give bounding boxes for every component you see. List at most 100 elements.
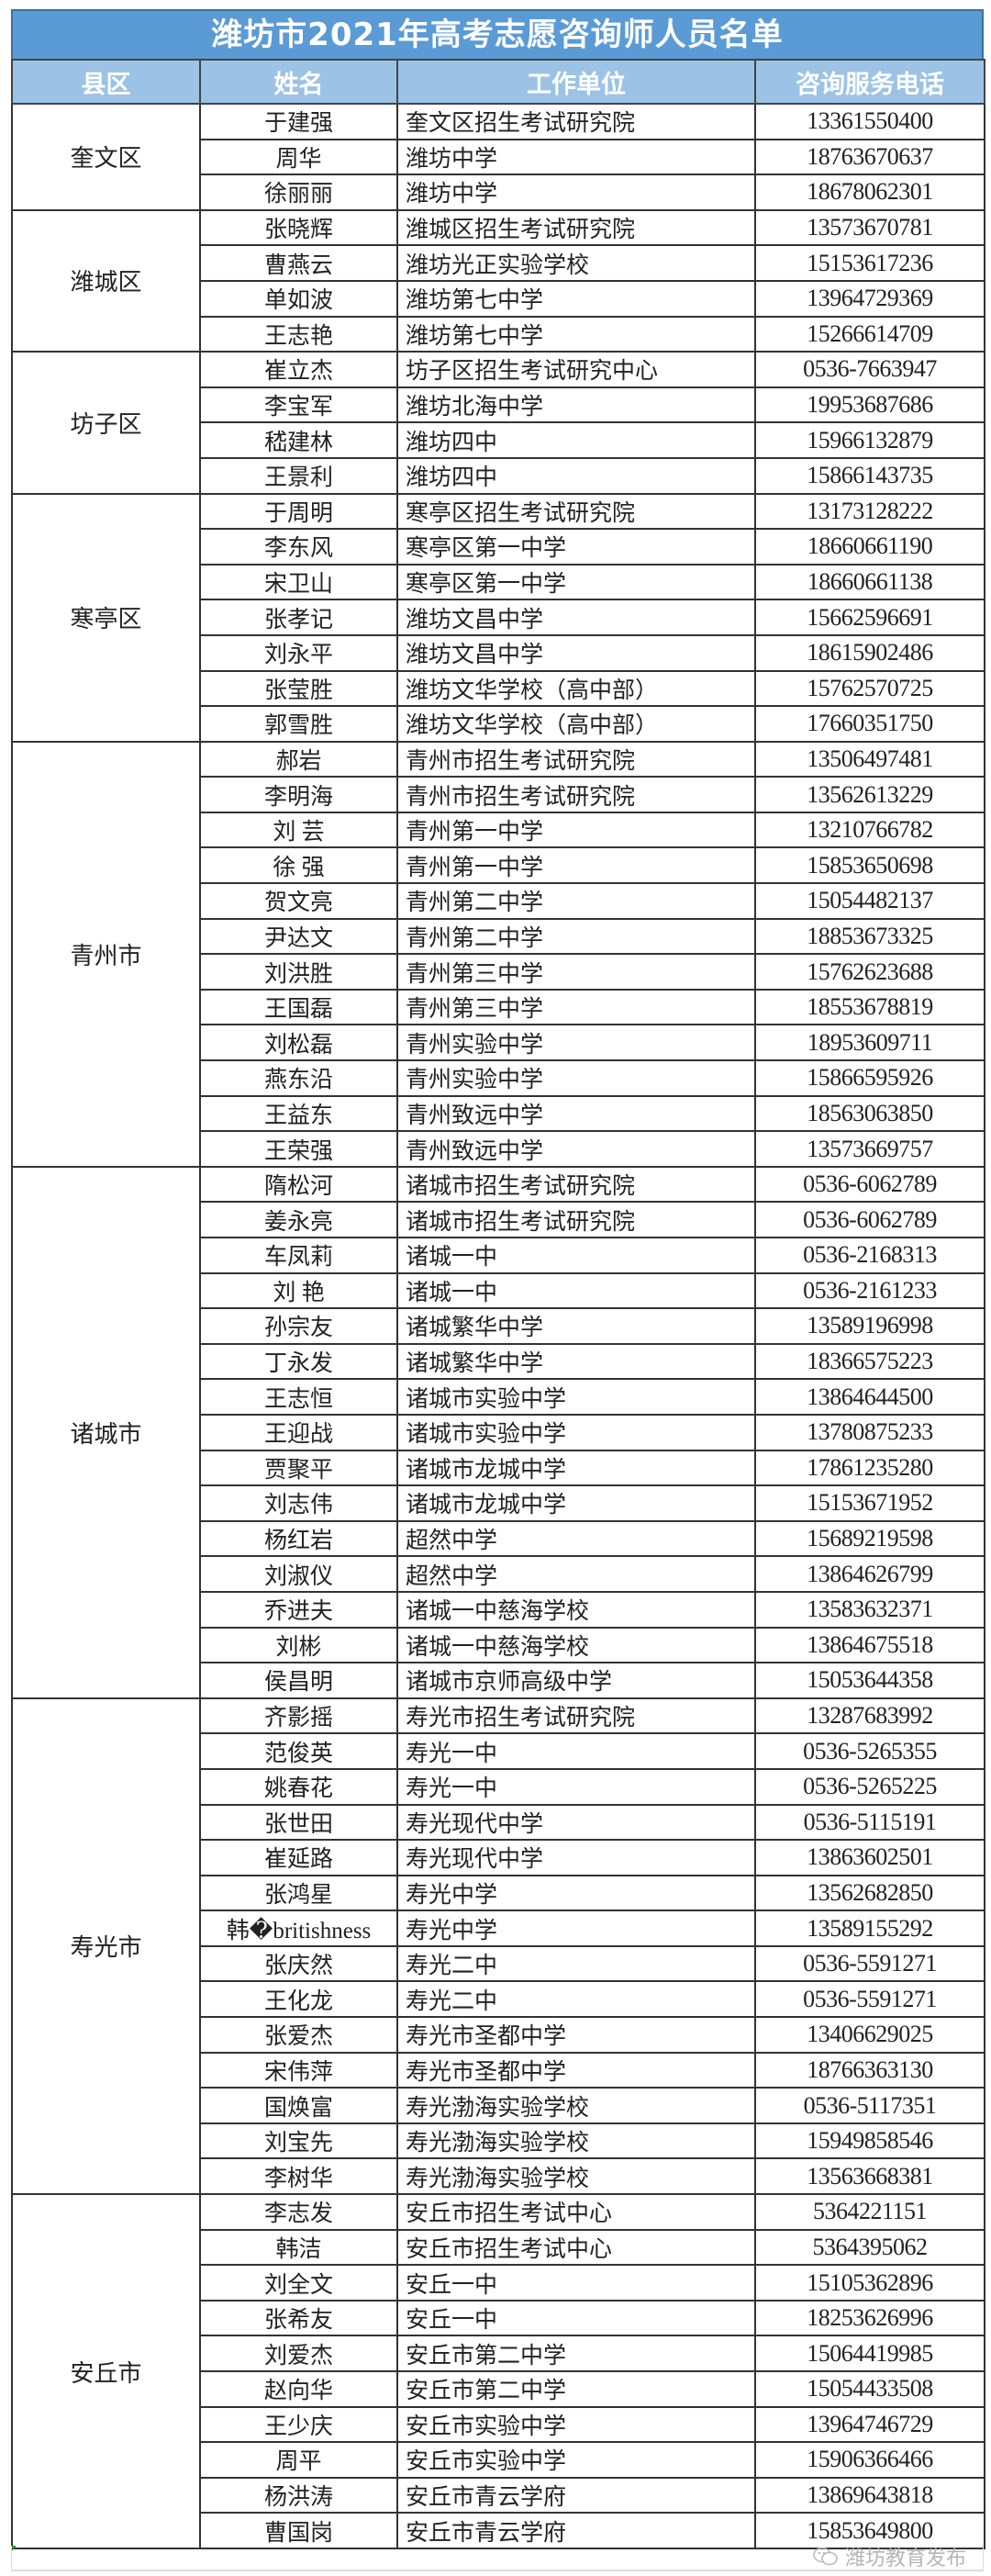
unit-cell: 寿光二中 [396,1980,756,2019]
name-cell: 刘松磊 [199,1024,398,1062]
phone-cell: 13562613229 [754,776,985,813]
unit-cell: 诸城市实验中学 [396,1378,756,1416]
name-cell: 范俊英 [199,1732,398,1770]
name-cell: 单如波 [199,279,398,318]
phone-cell: 13589196998 [754,1307,985,1345]
name-cell: 乔进夫 [199,1590,398,1629]
name-cell: 车凤莉 [199,1237,398,1274]
phone-cell: 18563063850 [754,1094,985,1133]
phone-cell: 19953687686 [754,386,985,424]
table-row: 姜永亮 诸城市招生考试研究院 0536-6062789 [12,1201,985,1238]
phone-cell: 17660351750 [754,705,985,743]
unit-cell: 寿光现代中学 [396,1803,756,1842]
unit-cell: 青州第三中学 [396,953,756,991]
name-cell: 国焕富 [199,2087,398,2124]
header-name: 姓名 [199,59,398,105]
name-cell: 李明海 [199,776,398,813]
phone-cell: 15866143735 [754,456,985,495]
name-cell: 张世田 [199,1803,398,1842]
table-row: 刘彬 诸城一中慈海学校 13864675518 [12,1626,985,1664]
table-row: 寒亭区 于周明 寒亭区招生考试研究院 13173128222 [11,492,985,743]
region-cell: 寒亭区 [11,492,201,743]
unit-cell: 潍坊文昌中学 [396,633,756,672]
phone-cell: 15153617236 [754,244,985,282]
unit-cell: 奎文区招生考试研究院 [396,103,756,140]
phone-cell: 0536-2161233 [754,1271,985,1310]
region-cell: 潍城区 [11,208,201,353]
name-cell: 王国磊 [199,988,398,1026]
table-row: 刘爱杰 安丘市第二中学 15064419985 [12,2335,985,2372]
name-cell: 王化龙 [199,1980,398,2019]
name-cell: 侯昌明 [199,1662,398,1699]
table-row: 张孝记 潍坊文昌中学 15662596691 [12,599,985,636]
table-row: 李东风 寒亭区第一中学 18660661190 [12,528,985,566]
region-cell: 诸城市 [11,1165,201,1699]
phone-cell: 0536-6062789 [754,1165,985,1204]
phone-cell: 0536-5265225 [754,1767,985,1806]
table-row: 张爱杰 寿光市圣都中学 13406629025 [12,2016,985,2054]
name-cell: 刘淑仪 [199,1555,398,1593]
name-cell: 刘志伟 [199,1484,398,1522]
phone-cell: 0536-2168313 [754,1237,985,1274]
region-cell: 安丘市 [11,2193,201,2549]
unit-cell: 寿光渤海实验学校 [396,2087,756,2124]
phone-cell: 18766363130 [754,2051,985,2089]
unit-cell: 寒亭区第一中学 [396,563,756,601]
unit-cell: 诸城一中 [396,1237,756,1274]
table-row: 王景利 潍坊四中 15866143735 [12,456,985,495]
unit-cell: 寿光中学 [396,1910,756,1947]
table-row: 贺文亮 青州第二中学 15054482137 [12,882,985,920]
phone-cell: 15689219598 [754,1519,985,1558]
name-cell: 刘 芸 [199,811,398,849]
name-cell: 曹国岗 [199,2512,398,2549]
table-row: 贾聚平 诸城市龙城中学 17861235280 [12,1449,985,1487]
name-cell: 王景利 [199,456,398,495]
unit-cell: 诸城一中慈海学校 [396,1626,756,1664]
phone-cell: 18660661138 [754,563,985,601]
unit-cell: 诸城繁华中学 [396,1342,756,1381]
table-row: 宋卫山 寒亭区第一中学 18660661138 [12,563,985,601]
table-row: 姚春花 寿光一中 0536-5265225 [12,1767,985,1806]
table-row: 曹国岗 安丘市青云学府 15853649800 [12,2512,985,2549]
phone-cell: 15153671952 [754,1484,985,1522]
unit-cell: 安丘市第二中学 [396,2370,756,2408]
table-row: 韩洁 安丘市招生考试中心 5364395062 [12,2228,985,2267]
name-cell: 张晓辉 [199,208,398,247]
phone-cell: 0536-5591271 [754,1980,985,2019]
name-cell: 李宝军 [199,386,398,424]
table-row: 徐丽丽 潍坊中学 18678062301 [12,174,985,211]
table-row: 刘宝先 寿光渤海实验学校 15949858546 [12,2122,985,2160]
phone-cell: 15064419985 [754,2335,985,2372]
unit-cell: 寿光市圣都中学 [396,2051,756,2089]
name-cell: 李志发 [199,2193,398,2231]
table-row: 青州市 郝岩 青州市招生考试研究院 13506497481 [11,740,985,1168]
name-cell: 郝岩 [199,740,398,778]
unit-cell: 安丘市青云学府 [396,2476,756,2514]
name-cell: 刘彬 [199,1626,398,1664]
table-row: 尹达文 青州第二中学 18853673325 [12,917,985,956]
unit-cell: 寿光现代中学 [396,1839,756,1876]
unit-cell: 寿光二中 [396,1944,756,1983]
table-row: 王迎战 诸城市实验中学 13780875233 [12,1413,985,1451]
phone-cell: 18660661190 [754,528,985,566]
phone-cell: 18853673325 [754,917,985,956]
name-cell: 郭雪胜 [199,705,398,743]
watermark-text: 潍坊教育发布 [844,2548,966,2570]
name-cell: 王志艳 [199,315,398,353]
consultant-table: 县区 姓名 工作单位 咨询服务电话 奎文区 于建强 奎文区招生考试研究院 133615… [11,59,985,2549]
table-row: 李明海 青州市招生考试研究院 13562613229 [12,776,985,813]
table-row: 嵇建林 潍坊四中 15966132879 [12,421,985,459]
phone-cell: 15266614709 [754,315,985,353]
name-cell: 于周明 [199,492,398,531]
table-row: 赵向华 安丘市第二中学 15054433508 [12,2370,985,2408]
table-row: 寿光市 齐影摇 寿光市招生考试研究院 13287683992 [11,1697,985,2196]
name-cell: 崔延路 [199,1839,398,1876]
table-row: 宋伟萍 寿光市圣都中学 18766363130 [12,2051,985,2089]
name-cell: 宋伟萍 [199,2051,398,2089]
name-cell: 崔立杰 [199,351,398,388]
footer: 潍坊教育发布 [11,2546,984,2571]
unit-cell: 寿光一中 [396,1767,756,1806]
unit-cell: 青州第三中学 [396,988,756,1026]
region-cell: 青州市 [11,740,201,1168]
table-row: 诸城市 隋松河 诸城市招生考试研究院 0536-6062789 [11,1165,985,1699]
